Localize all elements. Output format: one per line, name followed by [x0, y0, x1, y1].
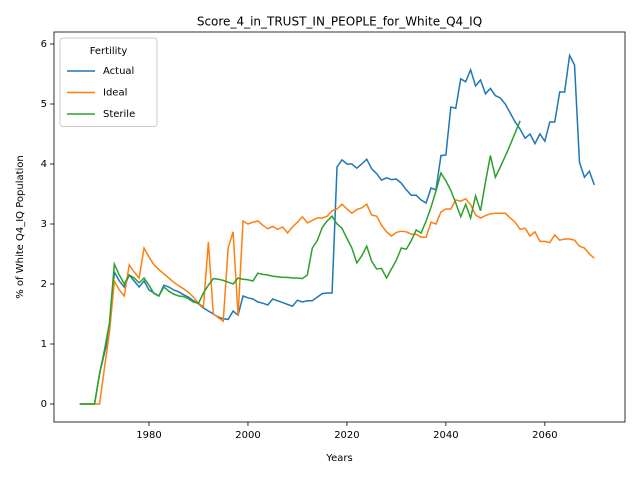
x-tick-label: 2040 [433, 430, 458, 441]
y-tick-label: 6 [41, 39, 47, 50]
legend-label: Actual [103, 66, 134, 77]
x-tick-label: 1980 [136, 430, 161, 441]
x-tick-label: 2020 [334, 430, 359, 441]
y-tick-label: 0 [41, 399, 47, 410]
y-tick-label: 5 [41, 99, 47, 110]
data-line [79, 197, 595, 405]
y-tick-label: 2 [41, 279, 47, 290]
legend-label: Sterile [103, 109, 135, 120]
data-line [79, 52, 596, 405]
x-tick-label: 2060 [532, 430, 557, 441]
y-tick-label: 1 [41, 339, 47, 350]
plot-frame [53, 31, 626, 423]
data-line [79, 120, 521, 405]
chart-title: Score_4_in_TRUST_IN_PEOPLE_for_White_Q4_… [197, 15, 482, 29]
y-tick-label: 3 [41, 219, 47, 230]
x-axis-label: Years [325, 453, 352, 464]
legend-box [59, 37, 158, 127]
y-axis-label: % of White Q4_IQ Population [15, 155, 26, 299]
y-tick-label: 4 [41, 159, 47, 170]
legend-title: Fertility [90, 46, 128, 57]
legend-label: Ideal [103, 88, 127, 99]
x-tick-label: 2000 [235, 430, 260, 441]
